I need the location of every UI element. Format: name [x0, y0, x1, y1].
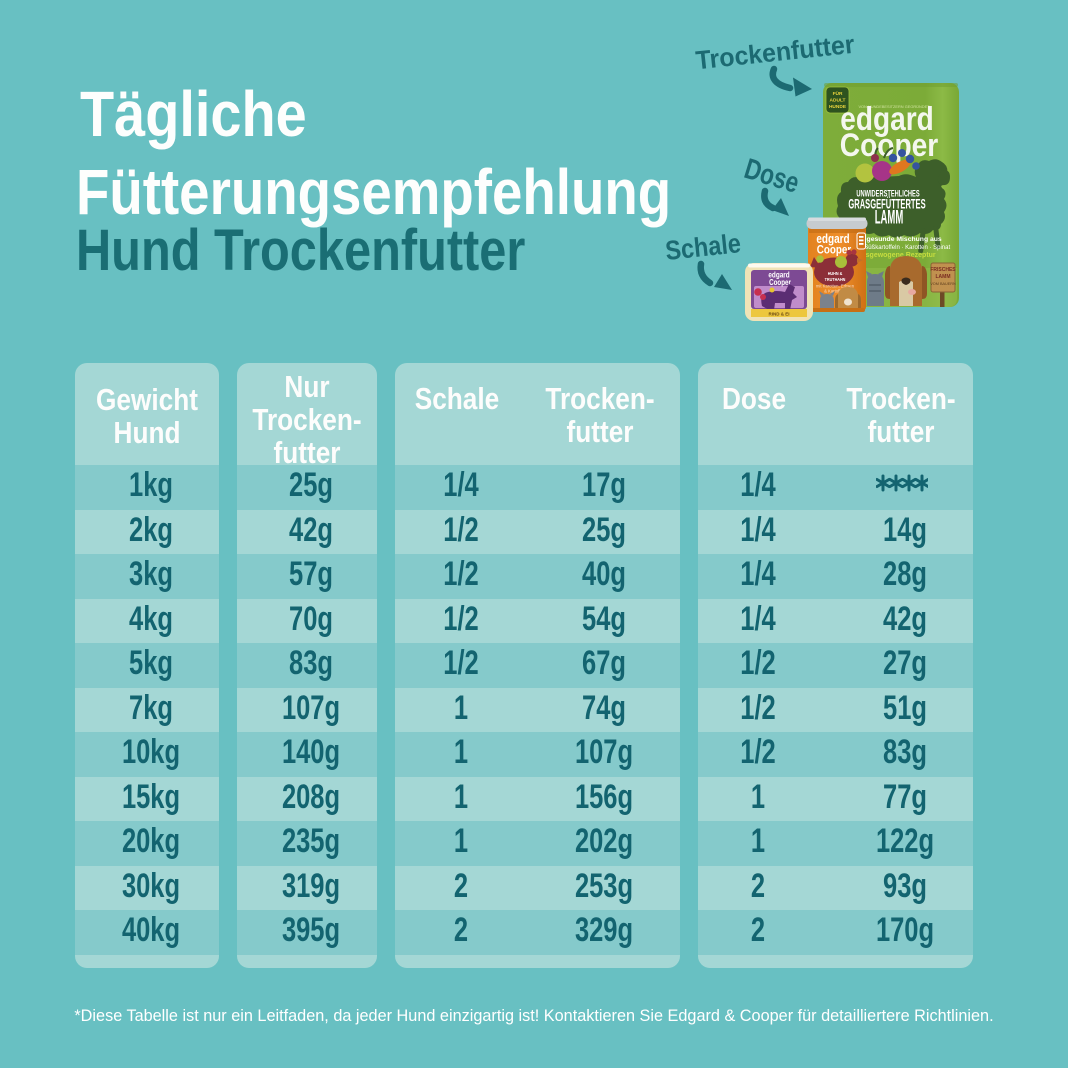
svg-text:UNWIDERSTEHLICHES: UNWIDERSTEHLICHES [856, 188, 919, 199]
svg-text:edgard: edgard [768, 270, 790, 280]
svg-text:Ausgewogene Rezeptur: Ausgewogene Rezeptur [856, 252, 936, 259]
svg-text:& Kartoffeln: & Kartoffeln [824, 289, 846, 294]
svg-text:FÜR: FÜR [833, 90, 843, 97]
svg-text:Dose: Dose [741, 151, 804, 199]
svg-text:VOM BAUERN: VOM BAUERN [930, 282, 956, 286]
svg-text:edgard: edgard [840, 101, 933, 138]
svg-text:HUHN &: HUHN & [828, 270, 843, 276]
svg-text:LAMM: LAMM [936, 274, 951, 280]
svg-text:Eine gesunde Mischung aus: Eine gesunde Mischung aus [850, 236, 942, 243]
svg-text:Äpfeln · Süßkartoffeln · Karot: Äpfeln · Süßkartoffeln · Karotten · Spin… [842, 244, 951, 251]
svg-text:edgard: edgard [816, 233, 849, 246]
svg-text:Cooper: Cooper [817, 244, 852, 257]
svg-text:FRISCHES: FRISCHES [930, 267, 956, 273]
svg-text:ADULT: ADULT [830, 98, 846, 104]
svg-text:Cooper: Cooper [769, 278, 791, 287]
svg-text:TRUTHAHN: TRUTHAHN [825, 276, 846, 282]
svg-text:HUNDE: HUNDE [829, 104, 847, 110]
svg-text:RIND & EI: RIND & EI [768, 312, 789, 317]
svg-text:Schale: Schale [664, 229, 742, 267]
svg-text:GRASGEFÜTTERTES: GRASGEFÜTTERTES [848, 196, 925, 212]
svg-text:VON HUNDEBESITZERN GEGRÜNDET: VON HUNDEBESITZERN GEGRÜNDET [858, 104, 930, 109]
svg-text:mit Karotten, Erbsen: mit Karotten, Erbsen [816, 284, 855, 289]
svg-text:LAMM: LAMM [875, 207, 903, 229]
